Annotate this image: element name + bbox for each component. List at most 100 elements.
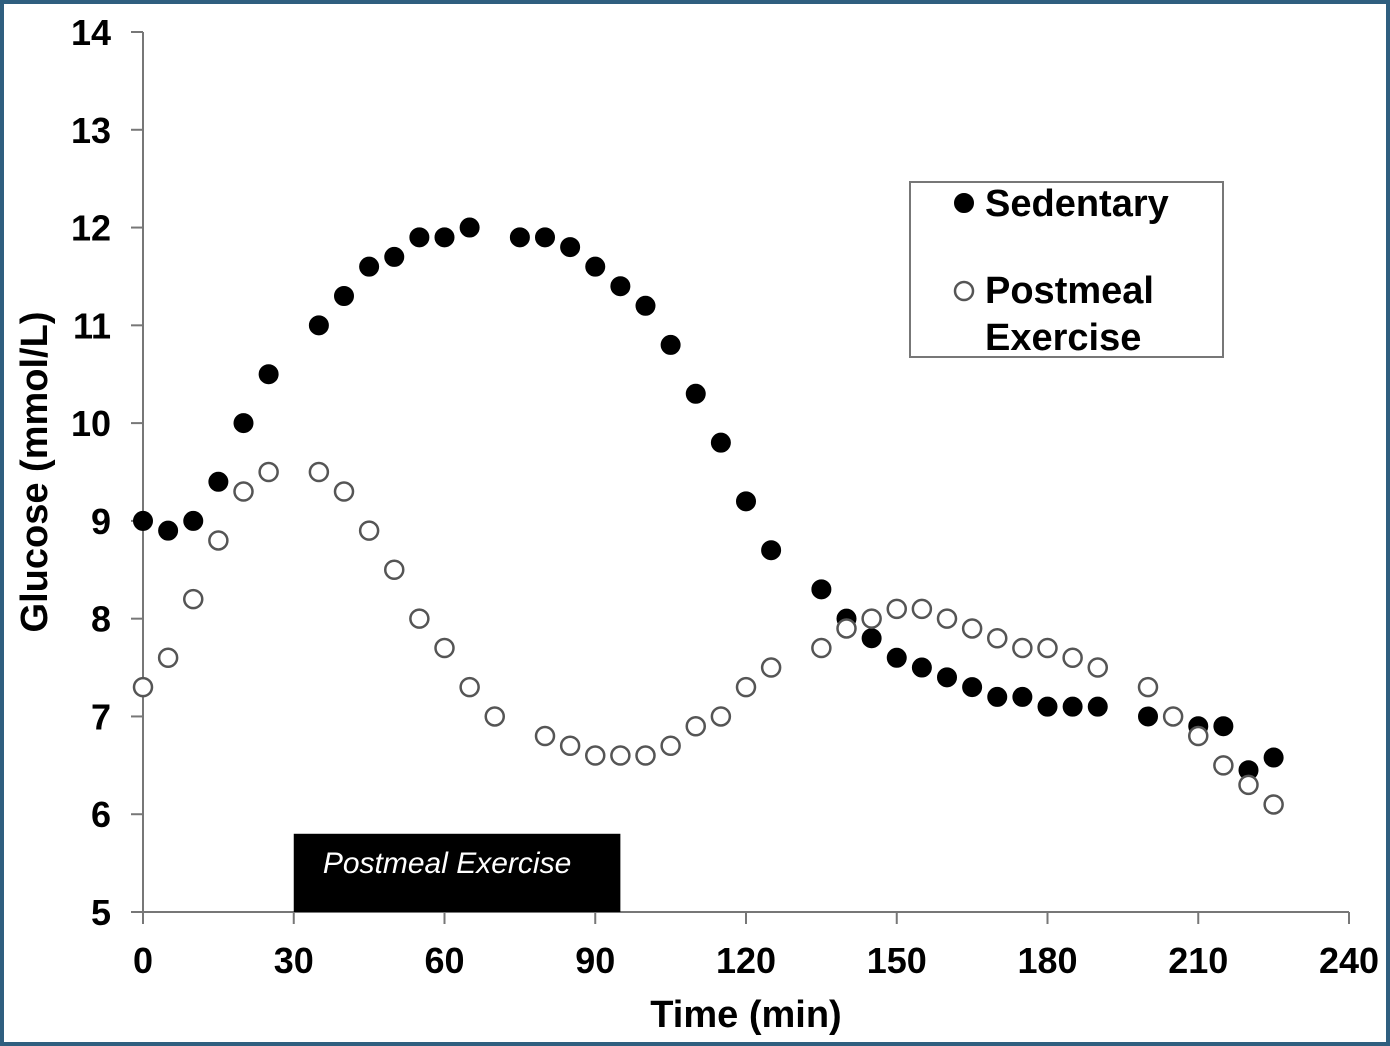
x-tick-label: 240 [1319,940,1379,981]
sedentary-point [736,491,756,512]
sedentary-point [660,334,681,355]
sedentary-point [258,364,279,385]
legend-marker [954,193,974,213]
sedentary-point [459,217,480,238]
sedentary-point [560,237,581,258]
postmeal-exercise-point [1087,657,1108,678]
postmeal-exercise-point [585,745,606,766]
y-tick-label: 5 [91,892,111,933]
sedentary-point [233,413,254,434]
sedentary-point [610,276,631,297]
postmeal-exercise-point [760,657,782,678]
x-tick-label: 180 [1017,940,1077,981]
y-tick-label: 13 [71,110,111,151]
sedentary-point [1263,747,1284,768]
sedentary-point [158,520,179,541]
sedentary-point [183,510,204,531]
postmeal-exercise-point [1238,774,1259,796]
postmeal-exercise-point [610,745,631,766]
postmeal-exercise-point [961,618,983,639]
postmeal-exercise-point [1213,755,1234,776]
postmeal-exercise-point [484,706,505,727]
sedentary-point [685,383,706,404]
postmeal-exercise-point [132,676,154,698]
sedentary-point [937,667,957,688]
legend: Sedentary Postmeal Exercise [909,181,1224,359]
x-tick-label: 120 [716,940,776,981]
exercise-period-bar [293,833,621,912]
x-tick-label: 30 [274,940,314,981]
y-tick-label: 14 [71,12,111,53]
sedentary-point [811,579,832,600]
postmeal-exercise-point [308,461,330,483]
y-tick-label: 9 [91,501,111,542]
x-tick-label: 60 [424,940,464,981]
postmeal-exercise-point [1012,637,1033,659]
legend-label: Postmeal [985,270,1154,312]
postmeal-exercise-point [660,735,681,757]
postmeal-exercise-point [1062,647,1083,669]
y-axis-label: Glucose (mmol/L) [14,312,56,633]
postmeal-exercise-point [258,461,279,483]
postmeal-exercise-point [183,588,204,610]
sedentary-point [334,286,354,306]
sedentary-point [1062,696,1083,717]
x-axis-label: Time (min) [650,994,841,1036]
x-tick-label: 150 [867,940,927,981]
exercise-period-annotation: Postmeal Exercise [293,833,621,912]
legend-label: Sedentary [985,183,1169,225]
postmeal-exercise-point [1037,637,1058,659]
postmeal-exercise-point [459,676,480,698]
postmeal-exercise-point [811,637,832,659]
postmeal-exercise-point [157,647,179,669]
y-tick-label: 10 [71,403,111,444]
postmeal-exercise-point [1137,676,1159,698]
sedentary-point [535,227,555,248]
postmeal-exercise-point [1162,706,1184,727]
postmeal-exercise-point [1188,725,1209,747]
sedentary-point [308,315,329,336]
postmeal-exercise-point [936,608,958,629]
postmeal-exercise-point [710,706,732,727]
sedentary-point [987,686,1008,707]
exercise-period-label: Postmeal Exercise [323,847,571,880]
postmeal-exercise-point [735,676,757,698]
sedentary-point [208,471,229,492]
sedentary-point [434,227,455,248]
postmeal-exercise-point [333,481,355,502]
postmeal-exercise-point [233,481,254,502]
postmeal-exercise-point [409,608,430,629]
data-points [132,217,1284,815]
x-tick-label: 0 [133,940,153,981]
postmeal-exercise-point [434,637,455,659]
glucose-scatter-chart: 5 6 7 8 9 10 11 12 13 14 0 30 60 90 120 150 180 210 240 P… [14,12,1379,1036]
sedentary-point [384,246,405,267]
postmeal-exercise-point [534,725,556,747]
sedentary-point [1037,696,1058,717]
sedentary-point [585,256,606,277]
legend-marker [953,280,975,302]
x-axis-ticks: 0 30 60 90 120 150 180 210 240 [133,912,1379,981]
postmeal-exercise-point [635,745,656,766]
sedentary-point [710,432,731,453]
x-tick-label: 210 [1168,940,1228,981]
y-tick-label: 6 [91,794,111,835]
postmeal-exercise-point [886,598,907,620]
postmeal-exercise-point [987,627,1008,649]
postmeal-exercise-point [861,608,882,629]
postmeal-exercise-point [1263,794,1284,815]
y-tick-label: 7 [91,696,111,737]
legend-label: Exercise [985,317,1141,359]
sedentary-point [1012,686,1033,707]
sedentary-point [509,227,530,248]
postmeal-exercise-point [685,715,706,737]
sedentary-point [359,256,380,277]
y-tick-label: 12 [71,208,111,249]
sedentary-point [861,628,882,649]
postmeal-exercise-point [358,520,380,541]
sedentary-point [1213,716,1234,737]
sedentary-point [886,647,907,668]
postmeal-exercise-point [384,559,405,581]
y-axis-ticks: 5 6 7 8 9 10 11 12 13 14 [71,12,143,933]
